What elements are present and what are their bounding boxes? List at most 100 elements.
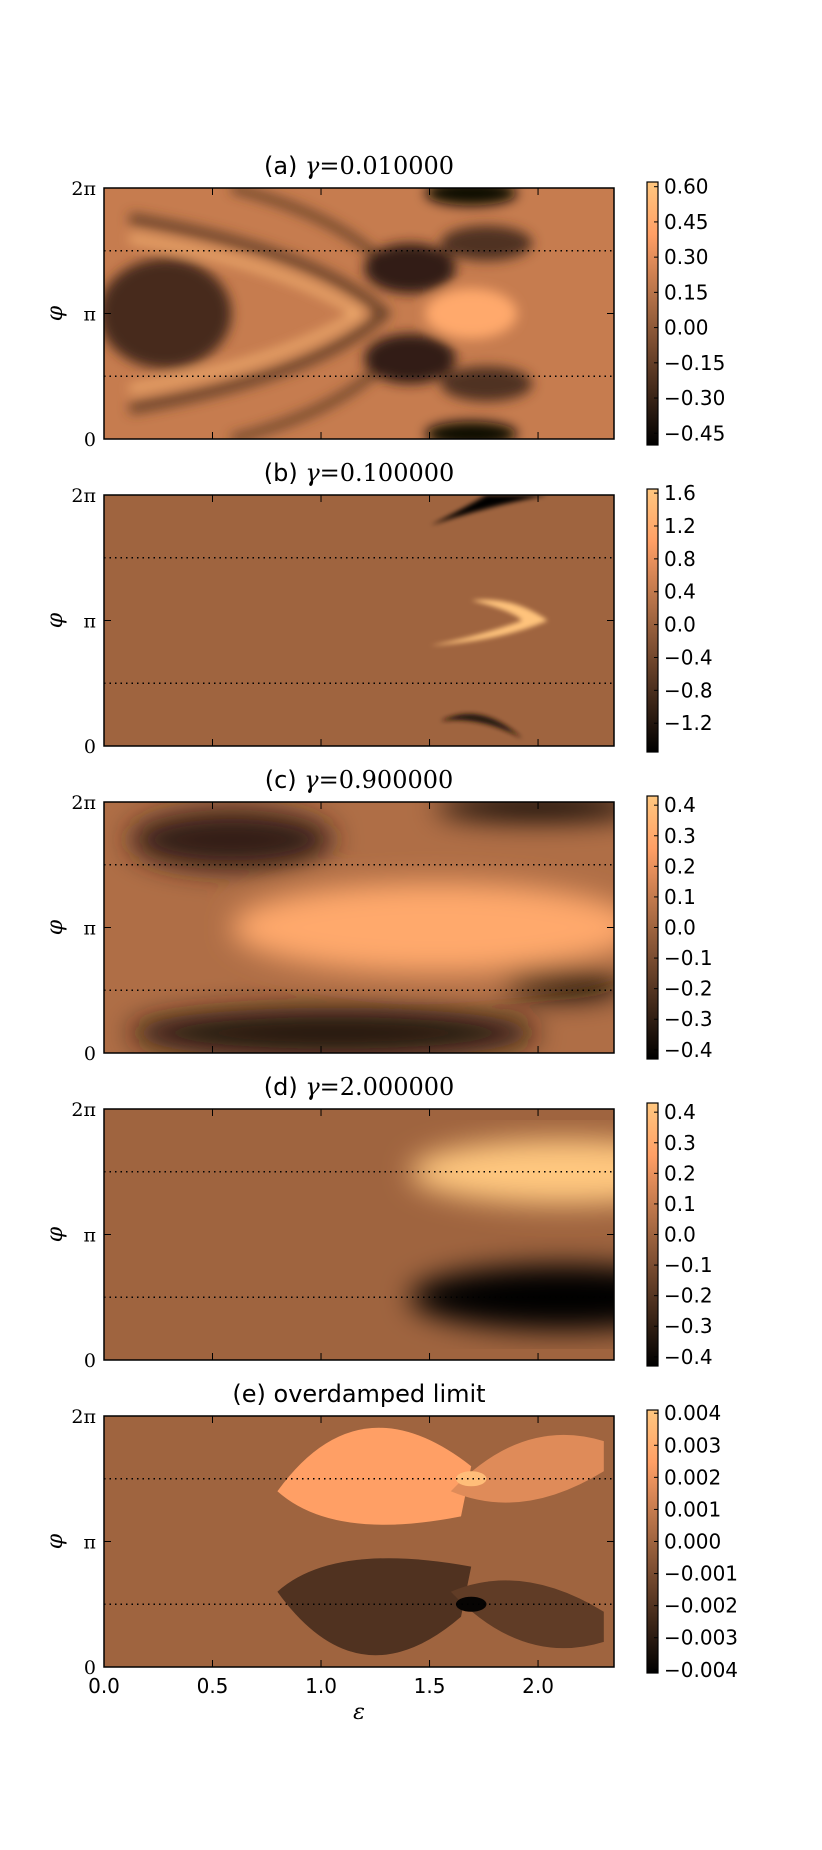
y-tick-label: 0 xyxy=(84,1657,96,1679)
y-tick-label: π xyxy=(84,1532,97,1554)
title-prefix: (c) xyxy=(265,766,305,794)
colorbar-tick-label: −0.3 xyxy=(664,1314,713,1338)
heat-blob xyxy=(364,243,456,294)
heat-blob xyxy=(440,366,533,402)
colorbar-tick-label: −0.3 xyxy=(664,1007,713,1031)
y-tick-label: 0 xyxy=(84,429,96,451)
x-tick-label: 0.0 xyxy=(88,1674,120,1698)
heat-features xyxy=(430,495,548,739)
colorbar-tick-label: −0.45 xyxy=(664,421,725,445)
panel-title: (b) γ=0.100000 xyxy=(264,459,455,487)
heat-blob xyxy=(430,495,548,526)
y-tick-label: π xyxy=(84,611,97,633)
colorbar-tick-label: −0.4 xyxy=(664,1038,713,1062)
colorbar-tick-label: −0.8 xyxy=(664,678,713,702)
x-tick-label: 1.5 xyxy=(414,1674,446,1698)
x-tick-label: 1.0 xyxy=(305,1674,337,1698)
heat-ridge xyxy=(230,188,388,267)
y-axis-label: φ xyxy=(43,305,68,321)
x-axis-label: ε xyxy=(353,1700,365,1725)
panel-title: (d) γ=2.000000 xyxy=(264,1073,455,1101)
colorbar-tick-label: 1.2 xyxy=(664,514,696,538)
panel-c: (c) γ=0.900000 0 π 2π φ 0.4 0.3 0.2 0.1 0.0 −0.1 −0… xyxy=(43,766,713,1065)
colorbar-tick-label: −0.4 xyxy=(664,645,713,669)
title-value: =2.000000 xyxy=(320,1073,455,1101)
colorbar-tick-label: −0.4 xyxy=(664,1345,713,1369)
colorbar-tick-label: −0.2 xyxy=(664,1284,713,1308)
colorbar-tick-label: −1.2 xyxy=(664,711,713,735)
colorbar-tick-label: −0.30 xyxy=(664,386,725,410)
heat-blob xyxy=(425,288,518,339)
y-tick-label: 0 xyxy=(84,736,96,758)
title-prefix: (e) xyxy=(232,1380,273,1408)
y-tick-label: 2π xyxy=(71,792,96,814)
colorbar-tick-label: 0.45 xyxy=(664,210,709,234)
heat-features xyxy=(129,802,614,1053)
title-symbol: γ xyxy=(305,152,320,180)
colorbar-tick-label: 1.6 xyxy=(664,481,696,505)
colorbar-tick-label: 0.1 xyxy=(664,885,696,909)
panel-e: (e) overdamped limit 0 π 2π 0.0 0.5 1.0 1.5 2.0 φ… xyxy=(43,1380,738,1725)
heat-blob xyxy=(430,599,548,646)
x-tick-label: 0.5 xyxy=(197,1674,229,1698)
heat-ridge xyxy=(129,235,365,392)
title-symbol: γ xyxy=(305,1073,320,1101)
heat-blob xyxy=(450,1580,604,1649)
heat-features xyxy=(104,188,533,439)
title-prefix: (d) xyxy=(264,1073,306,1101)
colorbar-tick-label: −0.003 xyxy=(664,1626,738,1650)
title-symbol: γ xyxy=(305,459,320,487)
heat-blob xyxy=(425,188,518,206)
colorbar-tick-label: 0.003 xyxy=(664,1433,721,1457)
y-axis-label: φ xyxy=(43,612,68,628)
colorbar-tick-label: 0.001 xyxy=(664,1497,721,1521)
colorbar-tick-label: 0.0 xyxy=(664,1223,696,1247)
heatmap xyxy=(104,188,614,439)
colorbar xyxy=(646,181,659,446)
colorbar-tick-label: 0.15 xyxy=(664,280,709,304)
heat-blob xyxy=(455,1596,487,1612)
colorbar-tick-label: 0.4 xyxy=(664,1100,696,1124)
colorbar-tick-label: −0.001 xyxy=(664,1562,738,1586)
heat-blob xyxy=(129,1007,538,1053)
x-tick-label: 2.0 xyxy=(522,1674,554,1698)
panel-title: (a) γ=0.010000 xyxy=(264,152,454,180)
colorbar-tick-label: 0.0 xyxy=(664,916,696,940)
colorbar-tick-label: 0.000 xyxy=(664,1530,721,1554)
colorbar-tick-label: 0.4 xyxy=(664,793,696,817)
colorbar-tick-label: −0.1 xyxy=(664,946,713,970)
heat-blob xyxy=(104,258,232,369)
colorbar-tick-label: 0.002 xyxy=(664,1465,721,1489)
y-tick-label: π xyxy=(84,304,97,326)
y-tick-label: π xyxy=(84,918,97,940)
colorbar-tick-label: 0.2 xyxy=(664,1161,696,1185)
colorbar-tick-label: −0.2 xyxy=(664,977,713,1001)
colorbar-tick-label: 0.8 xyxy=(664,547,696,571)
heat-blob xyxy=(450,1434,604,1503)
y-tick-label: 2π xyxy=(71,485,96,507)
heat-blob xyxy=(277,1427,472,1525)
colorbar-tick-label: −0.1 xyxy=(664,1253,713,1277)
heat-blob xyxy=(440,225,533,261)
colorbar-tick-label: −0.004 xyxy=(664,1658,738,1682)
y-tick-label: 0 xyxy=(84,1350,96,1372)
colorbar-tick-label: 0.1 xyxy=(664,1192,696,1216)
heat-blob xyxy=(425,421,518,439)
heat-blob xyxy=(435,802,614,820)
y-tick-label: π xyxy=(84,1225,97,1247)
heat-blob xyxy=(455,1471,487,1487)
title-value: =0.100000 xyxy=(320,459,455,487)
colorbar-tick-label: 0.004 xyxy=(664,1401,721,1425)
y-tick-label: 2π xyxy=(71,178,96,200)
heatmap xyxy=(104,1416,614,1667)
heat-ridge xyxy=(230,360,388,439)
heat-blob xyxy=(231,882,614,973)
y-axis-label: φ xyxy=(43,1226,68,1242)
title-value: =0.900000 xyxy=(319,766,454,794)
title-value: =0.010000 xyxy=(319,152,454,180)
heat-blob xyxy=(440,713,523,739)
heat-blob xyxy=(364,333,456,384)
colorbar xyxy=(646,488,659,753)
y-axis-label: φ xyxy=(43,1533,68,1549)
